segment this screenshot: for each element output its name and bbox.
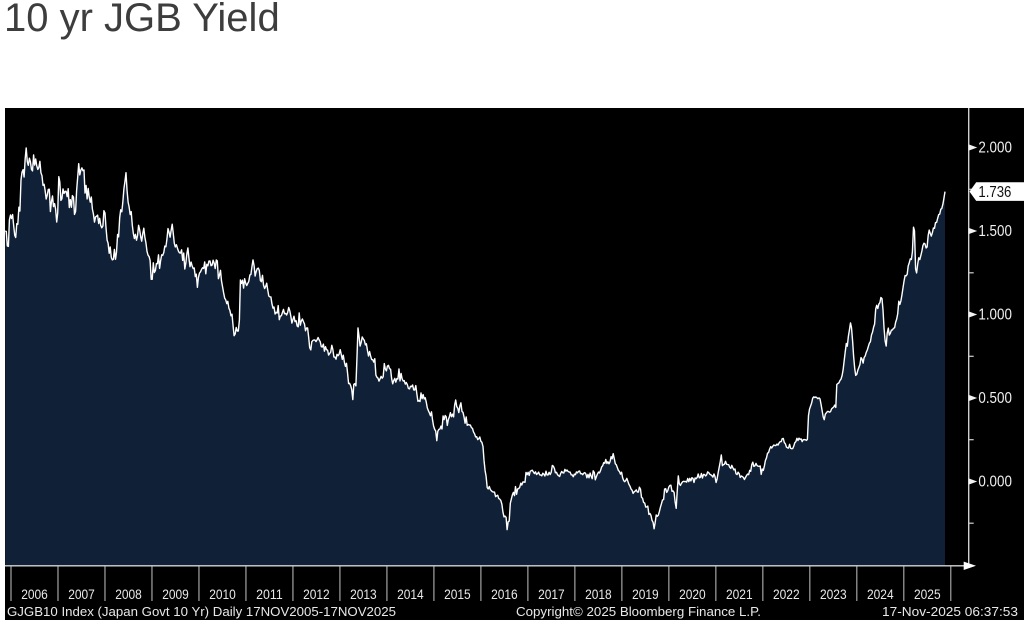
svg-text:1.736: 1.736: [978, 184, 1011, 201]
svg-text:2007: 2007: [68, 587, 95, 602]
svg-text:2016: 2016: [491, 587, 518, 602]
svg-text:17-Nov-2025 06:37:53: 17-Nov-2025 06:37:53: [882, 604, 1018, 619]
svg-text:1.000: 1.000: [978, 307, 1012, 324]
svg-text:2009: 2009: [162, 587, 189, 602]
svg-text:2020: 2020: [679, 587, 706, 602]
svg-text:2019: 2019: [632, 587, 659, 602]
svg-text:2021: 2021: [726, 587, 753, 602]
svg-text:2.000: 2.000: [978, 140, 1012, 157]
svg-text:2023: 2023: [820, 587, 847, 602]
svg-text:2022: 2022: [773, 587, 800, 602]
svg-text:Copyright© 2025 Bloomberg Fina: Copyright© 2025 Bloomberg Finance L.P.: [516, 604, 761, 619]
svg-text:1.500: 1.500: [978, 223, 1012, 240]
svg-text:2024: 2024: [867, 587, 894, 602]
svg-text:2014: 2014: [397, 587, 424, 602]
svg-text:0.500: 0.500: [978, 390, 1012, 407]
svg-text:2015: 2015: [444, 587, 471, 602]
svg-text:2025: 2025: [914, 587, 941, 602]
svg-text:2013: 2013: [350, 587, 377, 602]
svg-text:2018: 2018: [585, 587, 612, 602]
svg-text:2017: 2017: [538, 587, 565, 602]
svg-text:2012: 2012: [303, 587, 330, 602]
svg-text:2010: 2010: [209, 587, 236, 602]
svg-text:0.000: 0.000: [978, 474, 1012, 491]
svg-text:2011: 2011: [256, 587, 283, 602]
svg-text:2008: 2008: [115, 587, 142, 602]
svg-text:2006: 2006: [21, 587, 48, 602]
svg-text:GJGB10 Index (Japan Govt 10 Yr: GJGB10 Index (Japan Govt 10 Yr) Daily 17…: [7, 604, 396, 619]
